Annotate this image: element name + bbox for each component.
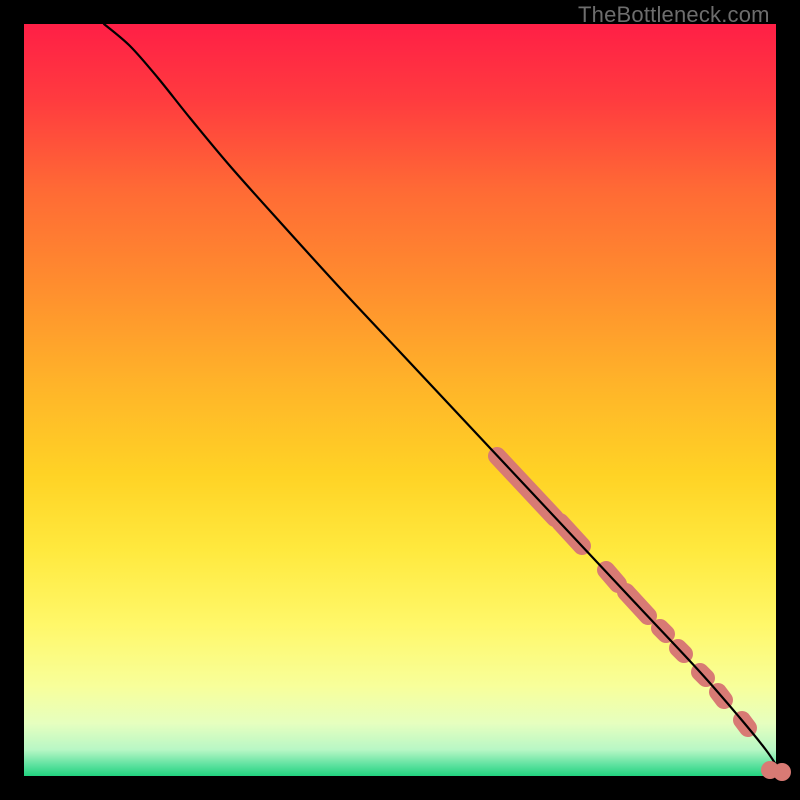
chart-stage: TheBottleneck.com: [0, 0, 800, 800]
watermark-text: TheBottleneck.com: [578, 2, 770, 28]
gradient-background: [24, 24, 776, 776]
